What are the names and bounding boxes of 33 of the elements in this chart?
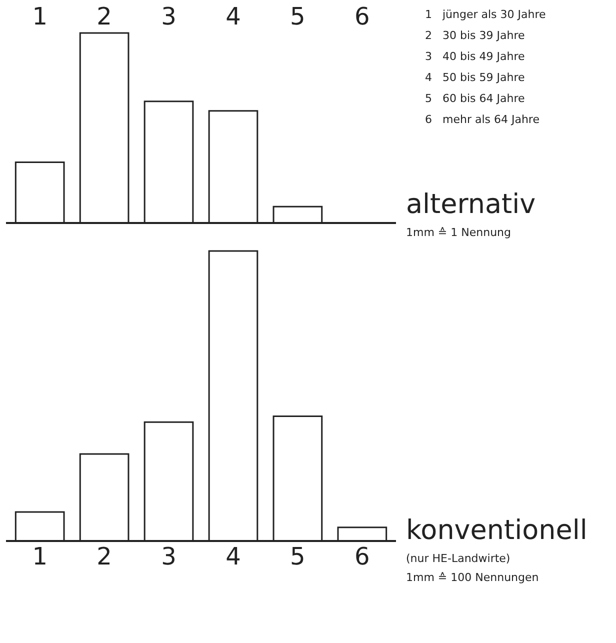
x-tick-label: 4	[226, 2, 241, 30]
text: 1 jünger als 30 Jahre	[425, 8, 546, 21]
x-tick-label: 6	[354, 2, 370, 30]
text: 1mm ≙ 1 Nennung	[406, 226, 512, 239]
x-tick-label: 4	[226, 542, 241, 570]
text: (nur HE-Landwirte)	[406, 552, 512, 565]
bar	[14, 511, 65, 542]
bar	[14, 161, 65, 224]
x-tick-label: 3	[161, 542, 176, 570]
x-tick-label: 1	[32, 542, 48, 570]
text: 3 40 bis 49 Jahre	[425, 50, 525, 63]
x-tick-label: 5	[290, 542, 306, 570]
text: 2 30 bis 39 Jahre	[425, 29, 525, 42]
x-tick-label: 2	[96, 542, 112, 570]
bar	[144, 421, 194, 542]
text: alternativ	[406, 189, 536, 220]
bar	[272, 416, 323, 542]
x-tick-label: 1	[32, 2, 48, 30]
text: konventionell	[406, 515, 588, 546]
x-tick-label: 2	[96, 2, 112, 30]
text: 4 50 bis 59 Jahre	[425, 71, 525, 84]
text: 1mm ≙ 100 Nennungen	[406, 571, 540, 584]
x-tick-label: 5	[290, 2, 306, 30]
bar	[337, 526, 388, 542]
bar	[79, 32, 130, 224]
bar	[208, 110, 258, 224]
bar	[208, 250, 258, 542]
x-tick-label: 6	[354, 542, 370, 570]
text: 5 60 bis 64 Jahre	[425, 92, 525, 105]
text: 6 mehr als 64 Jahre	[425, 113, 540, 126]
bar	[144, 100, 194, 224]
x-tick-label: 3	[161, 2, 176, 30]
bar	[79, 453, 130, 542]
